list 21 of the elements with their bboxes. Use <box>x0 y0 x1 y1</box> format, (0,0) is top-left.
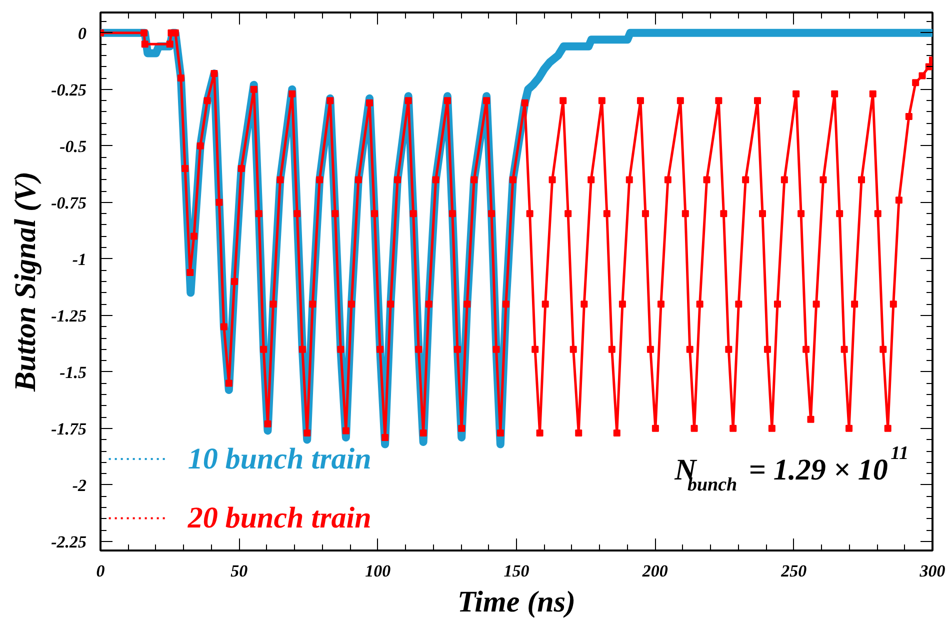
y-tick-label: -1.5 <box>60 362 87 382</box>
y-tick-label: -0.5 <box>60 136 87 156</box>
x-tick-label: 150 <box>504 562 530 580</box>
x-tick-label: 50 <box>230 562 248 580</box>
y-tick-label: -1.25 <box>51 306 87 326</box>
y-tick-label: -0.25 <box>51 80 87 100</box>
y-tick-label: 0 <box>78 24 87 43</box>
y-tick-label: -1.75 <box>51 419 87 438</box>
y-tick-label: -0.75 <box>51 193 87 212</box>
y-tick-label: -2 <box>72 476 87 495</box>
x-tick-label: 250 <box>780 562 808 580</box>
x-tick-label: 0 <box>96 562 106 580</box>
y-tick-label: -2.25 <box>51 532 87 552</box>
y-axis-title: Button Signal (V) <box>9 171 42 393</box>
x-tick-label: 300 <box>918 562 946 580</box>
x-axis-title: Time (ns) <box>457 586 576 618</box>
legend-label: 10 bunch train <box>188 442 372 476</box>
x-tick-label: 100 <box>365 562 392 580</box>
legend-label: 20 bunch train <box>186 502 372 535</box>
x-tick-label: 200 <box>641 562 668 580</box>
y-tick-label: -1 <box>72 250 87 269</box>
